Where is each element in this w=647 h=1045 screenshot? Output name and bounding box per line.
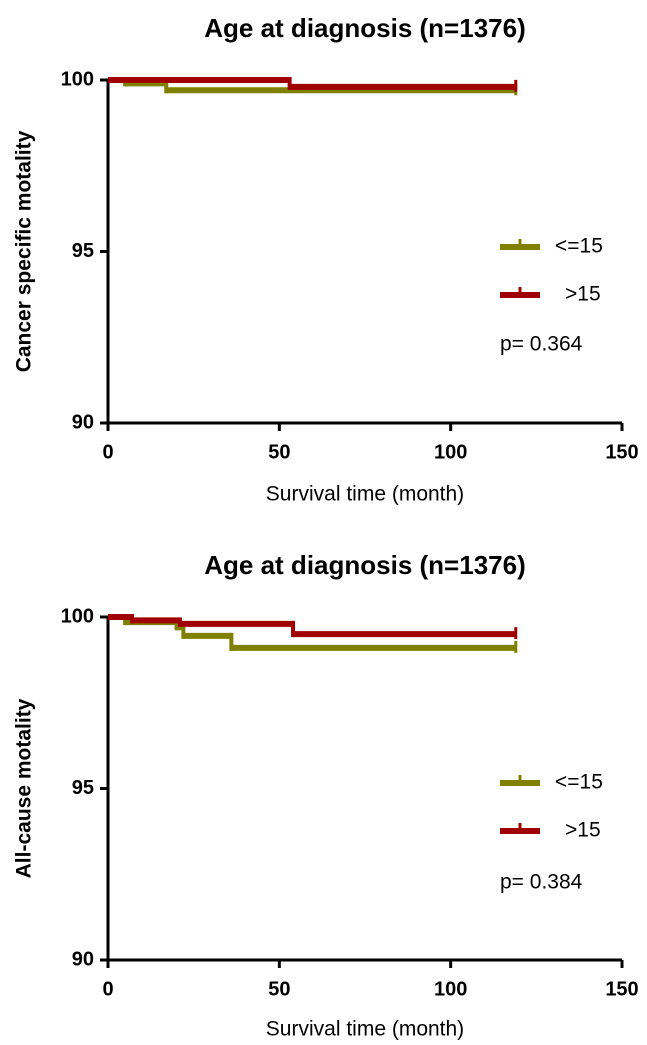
x-tick-label: 100 [434,978,467,1000]
y-tick-label: 90 [72,948,94,970]
p-value: p= 0.384 [500,871,583,894]
y-axis-label: All-cause motality [13,698,36,878]
x-tick-label: 50 [268,441,290,463]
legend-label: <=15 [555,771,603,794]
x-tick-label: 100 [434,441,467,463]
x-axis-label: Survival time (month) [266,1018,464,1041]
y-tick-label: 95 [72,777,94,799]
y-tick-label: 95 [72,240,94,262]
chart-title: Age at diagnosis (n=1376) [204,13,525,43]
x-tick-label: 150 [605,441,638,463]
y-tick-label: 90 [72,411,94,433]
legend-label: <=15 [555,235,603,258]
x-tick-label: 0 [102,978,113,1000]
y-tick-label: 100 [61,68,94,90]
chart-title: Age at diagnosis (n=1376) [204,550,525,580]
p-value: p= 0.364 [500,333,583,356]
x-axis-label: Survival time (month) [266,483,464,506]
x-tick-label: 150 [605,978,638,1000]
legend-label: >15 [565,283,601,306]
x-tick-label: 0 [102,441,113,463]
y-axis-label: Cancer specific motality [13,130,36,372]
y-tick-label: 100 [61,605,94,627]
x-tick-label: 50 [268,978,290,1000]
legend-label: >15 [565,819,601,842]
